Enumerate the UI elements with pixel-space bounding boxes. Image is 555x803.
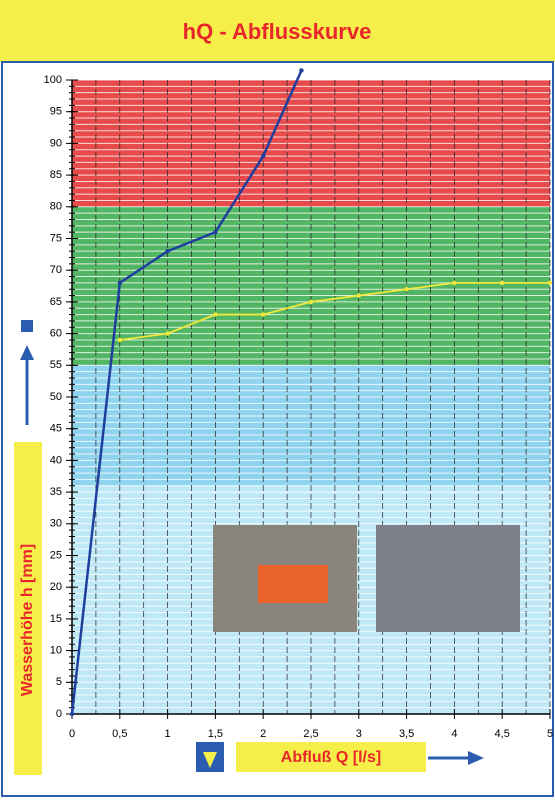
point [299, 68, 304, 73]
y-label-box [14, 470, 42, 775]
chart-title: hQ - Abflusskurve [183, 19, 372, 44]
y-tick-label: 25 [50, 549, 62, 561]
title-bar [0, 0, 555, 62]
y-tick-label: 90 [50, 137, 62, 149]
y-tick-label: 95 [50, 106, 62, 118]
y-tick-label: 15 [50, 613, 62, 625]
point [547, 280, 553, 286]
point [213, 312, 218, 317]
y-tick-label: 0 [56, 708, 62, 720]
legend-icon [14, 442, 42, 470]
photo-detail [258, 565, 328, 603]
x-tick-label: 0 [69, 728, 75, 740]
point [500, 280, 505, 286]
y-tick-label: 10 [50, 645, 62, 657]
down-arrow [203, 752, 217, 768]
y-tick-label: 50 [50, 391, 62, 403]
point [404, 287, 409, 292]
x-tick-label: 3,5 [399, 728, 414, 740]
point [308, 299, 314, 305]
point [261, 153, 266, 159]
y-tick-label: 30 [50, 518, 62, 530]
series-line [70, 69, 303, 715]
y-tick-label: 45 [50, 423, 62, 435]
y-axis-label: Wasserhöhe h [mm] [19, 544, 36, 696]
y-tick-label: 40 [50, 454, 62, 466]
series-line [119, 281, 550, 341]
x-tick-label: 1,5 [208, 728, 223, 740]
x-label-box [236, 742, 426, 772]
x-tick-label: 4,5 [495, 728, 510, 740]
arrow-head [20, 345, 34, 360]
point [213, 229, 218, 235]
y-tick-label: 65 [50, 296, 62, 308]
y-tick-label: 60 [50, 328, 62, 340]
point [452, 280, 457, 286]
frame [1, 61, 554, 797]
y-tick-label: 35 [50, 486, 62, 498]
point [117, 280, 123, 286]
x-tick-label: 4 [451, 728, 457, 740]
y-tick-label: 85 [50, 169, 62, 181]
point [69, 711, 75, 717]
x-tick-label: 1 [165, 728, 171, 740]
point [356, 293, 361, 298]
point [165, 331, 170, 336]
point [165, 248, 170, 254]
y-tick-label: 55 [50, 359, 62, 371]
point [117, 337, 123, 343]
arrow-head [468, 751, 484, 765]
point [261, 312, 266, 317]
x-tick-label: 2,5 [303, 728, 318, 740]
x-tick-label: 5 [547, 728, 553, 740]
x-tick-label: 2 [260, 728, 266, 740]
y-tick-label: 100 [44, 74, 62, 86]
y-tick-label: 20 [50, 581, 62, 593]
y-tick-label: 75 [50, 232, 62, 244]
marker-icon [21, 320, 33, 332]
y-tick-label: 80 [50, 201, 62, 213]
x-tick-label: 0,5 [112, 728, 127, 740]
y-tick-label: 70 [50, 264, 62, 276]
x-axis-label: Abfluß Q [l/s] [281, 749, 381, 766]
y-tick-label: 5 [56, 676, 62, 688]
x-tick-label: 3 [356, 728, 362, 740]
photo [376, 525, 520, 632]
